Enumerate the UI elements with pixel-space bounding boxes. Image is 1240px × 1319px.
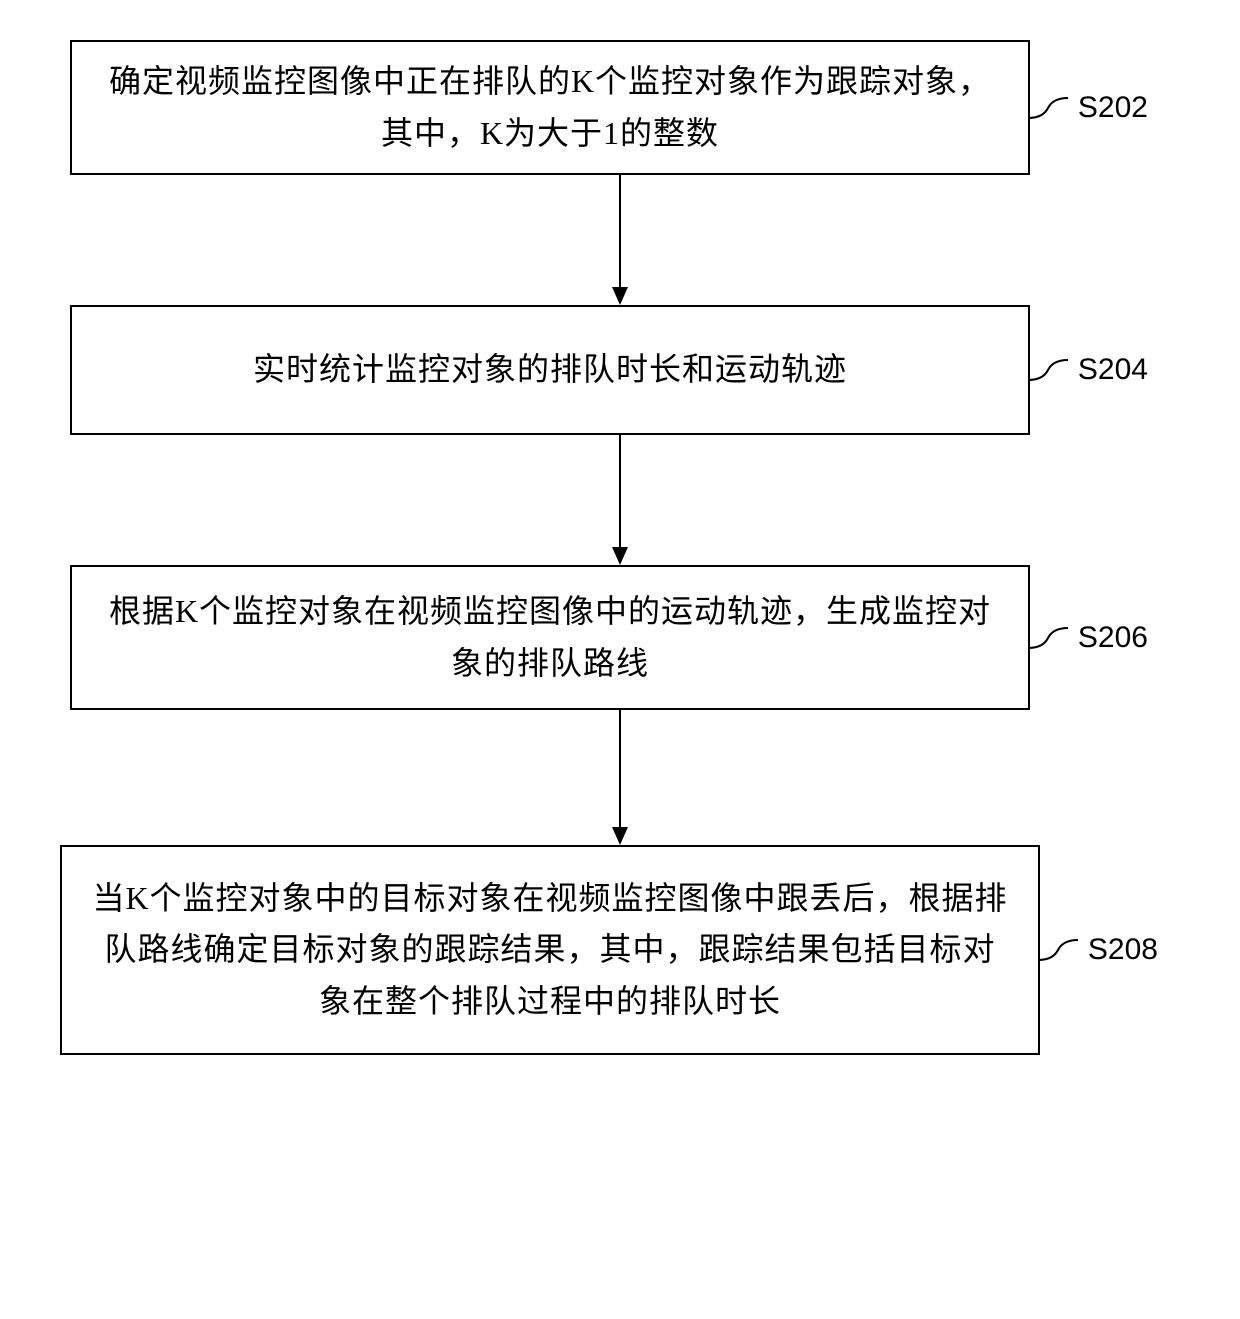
label-connector-curve <box>1028 618 1068 658</box>
label-connector-curve <box>1038 930 1078 970</box>
node-text: 实时统计监控对象的排队时长和运动轨迹 <box>253 344 847 395</box>
node-label: S206 <box>1078 621 1148 655</box>
flowchart-node-s208: 当K个监控对象中的目标对象在视频监控图像中跟丢后，根据排队路线确定目标对象的跟踪… <box>60 845 1040 1055</box>
node-label: S202 <box>1078 91 1148 125</box>
node-text: 根据K个监控对象在视频监控图像中的运动轨迹，生成监控对象的排队路线 <box>102 586 998 688</box>
label-connector-curve <box>1028 350 1068 390</box>
flowchart-node-s204: 实时统计监控对象的排队时长和运动轨迹 S204 <box>70 305 1030 435</box>
arrow-s204-s206 <box>60 435 1180 565</box>
node-label: S204 <box>1078 353 1148 387</box>
node-label: S208 <box>1088 933 1158 967</box>
arrow-s202-s204 <box>60 175 1180 305</box>
label-connector-curve <box>1028 88 1068 128</box>
flowchart-node-s206: 根据K个监控对象在视频监控图像中的运动轨迹，生成监控对象的排队路线 S206 <box>70 565 1030 710</box>
flowchart-node-s202: 确定视频监控图像中正在排队的K个监控对象作为跟踪对象，其中，K为大于1的整数 S… <box>70 40 1030 175</box>
arrow-s206-s208 <box>60 710 1180 845</box>
node-text: 当K个监控对象中的目标对象在视频监控图像中跟丢后，根据排队路线确定目标对象的跟踪… <box>92 873 1008 1027</box>
node-text: 确定视频监控图像中正在排队的K个监控对象作为跟踪对象，其中，K为大于1的整数 <box>102 56 998 158</box>
flowchart-container: 确定视频监控图像中正在排队的K个监控对象作为跟踪对象，其中，K为大于1的整数 S… <box>60 40 1180 1055</box>
